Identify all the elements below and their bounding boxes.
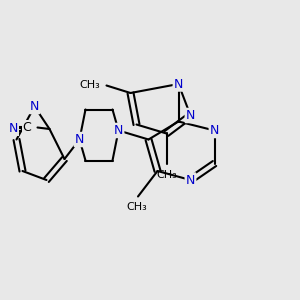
- Text: N: N: [210, 124, 219, 137]
- Text: CH₃: CH₃: [126, 202, 147, 212]
- Text: CH₃: CH₃: [80, 80, 101, 91]
- Text: C: C: [22, 121, 32, 134]
- Text: N: N: [186, 173, 195, 187]
- Text: N: N: [75, 133, 84, 146]
- Text: N: N: [186, 109, 195, 122]
- Text: CH₃: CH₃: [156, 169, 177, 179]
- Text: N: N: [114, 124, 123, 137]
- Text: N: N: [174, 77, 183, 91]
- Text: N: N: [9, 122, 18, 135]
- Text: N: N: [30, 100, 39, 113]
